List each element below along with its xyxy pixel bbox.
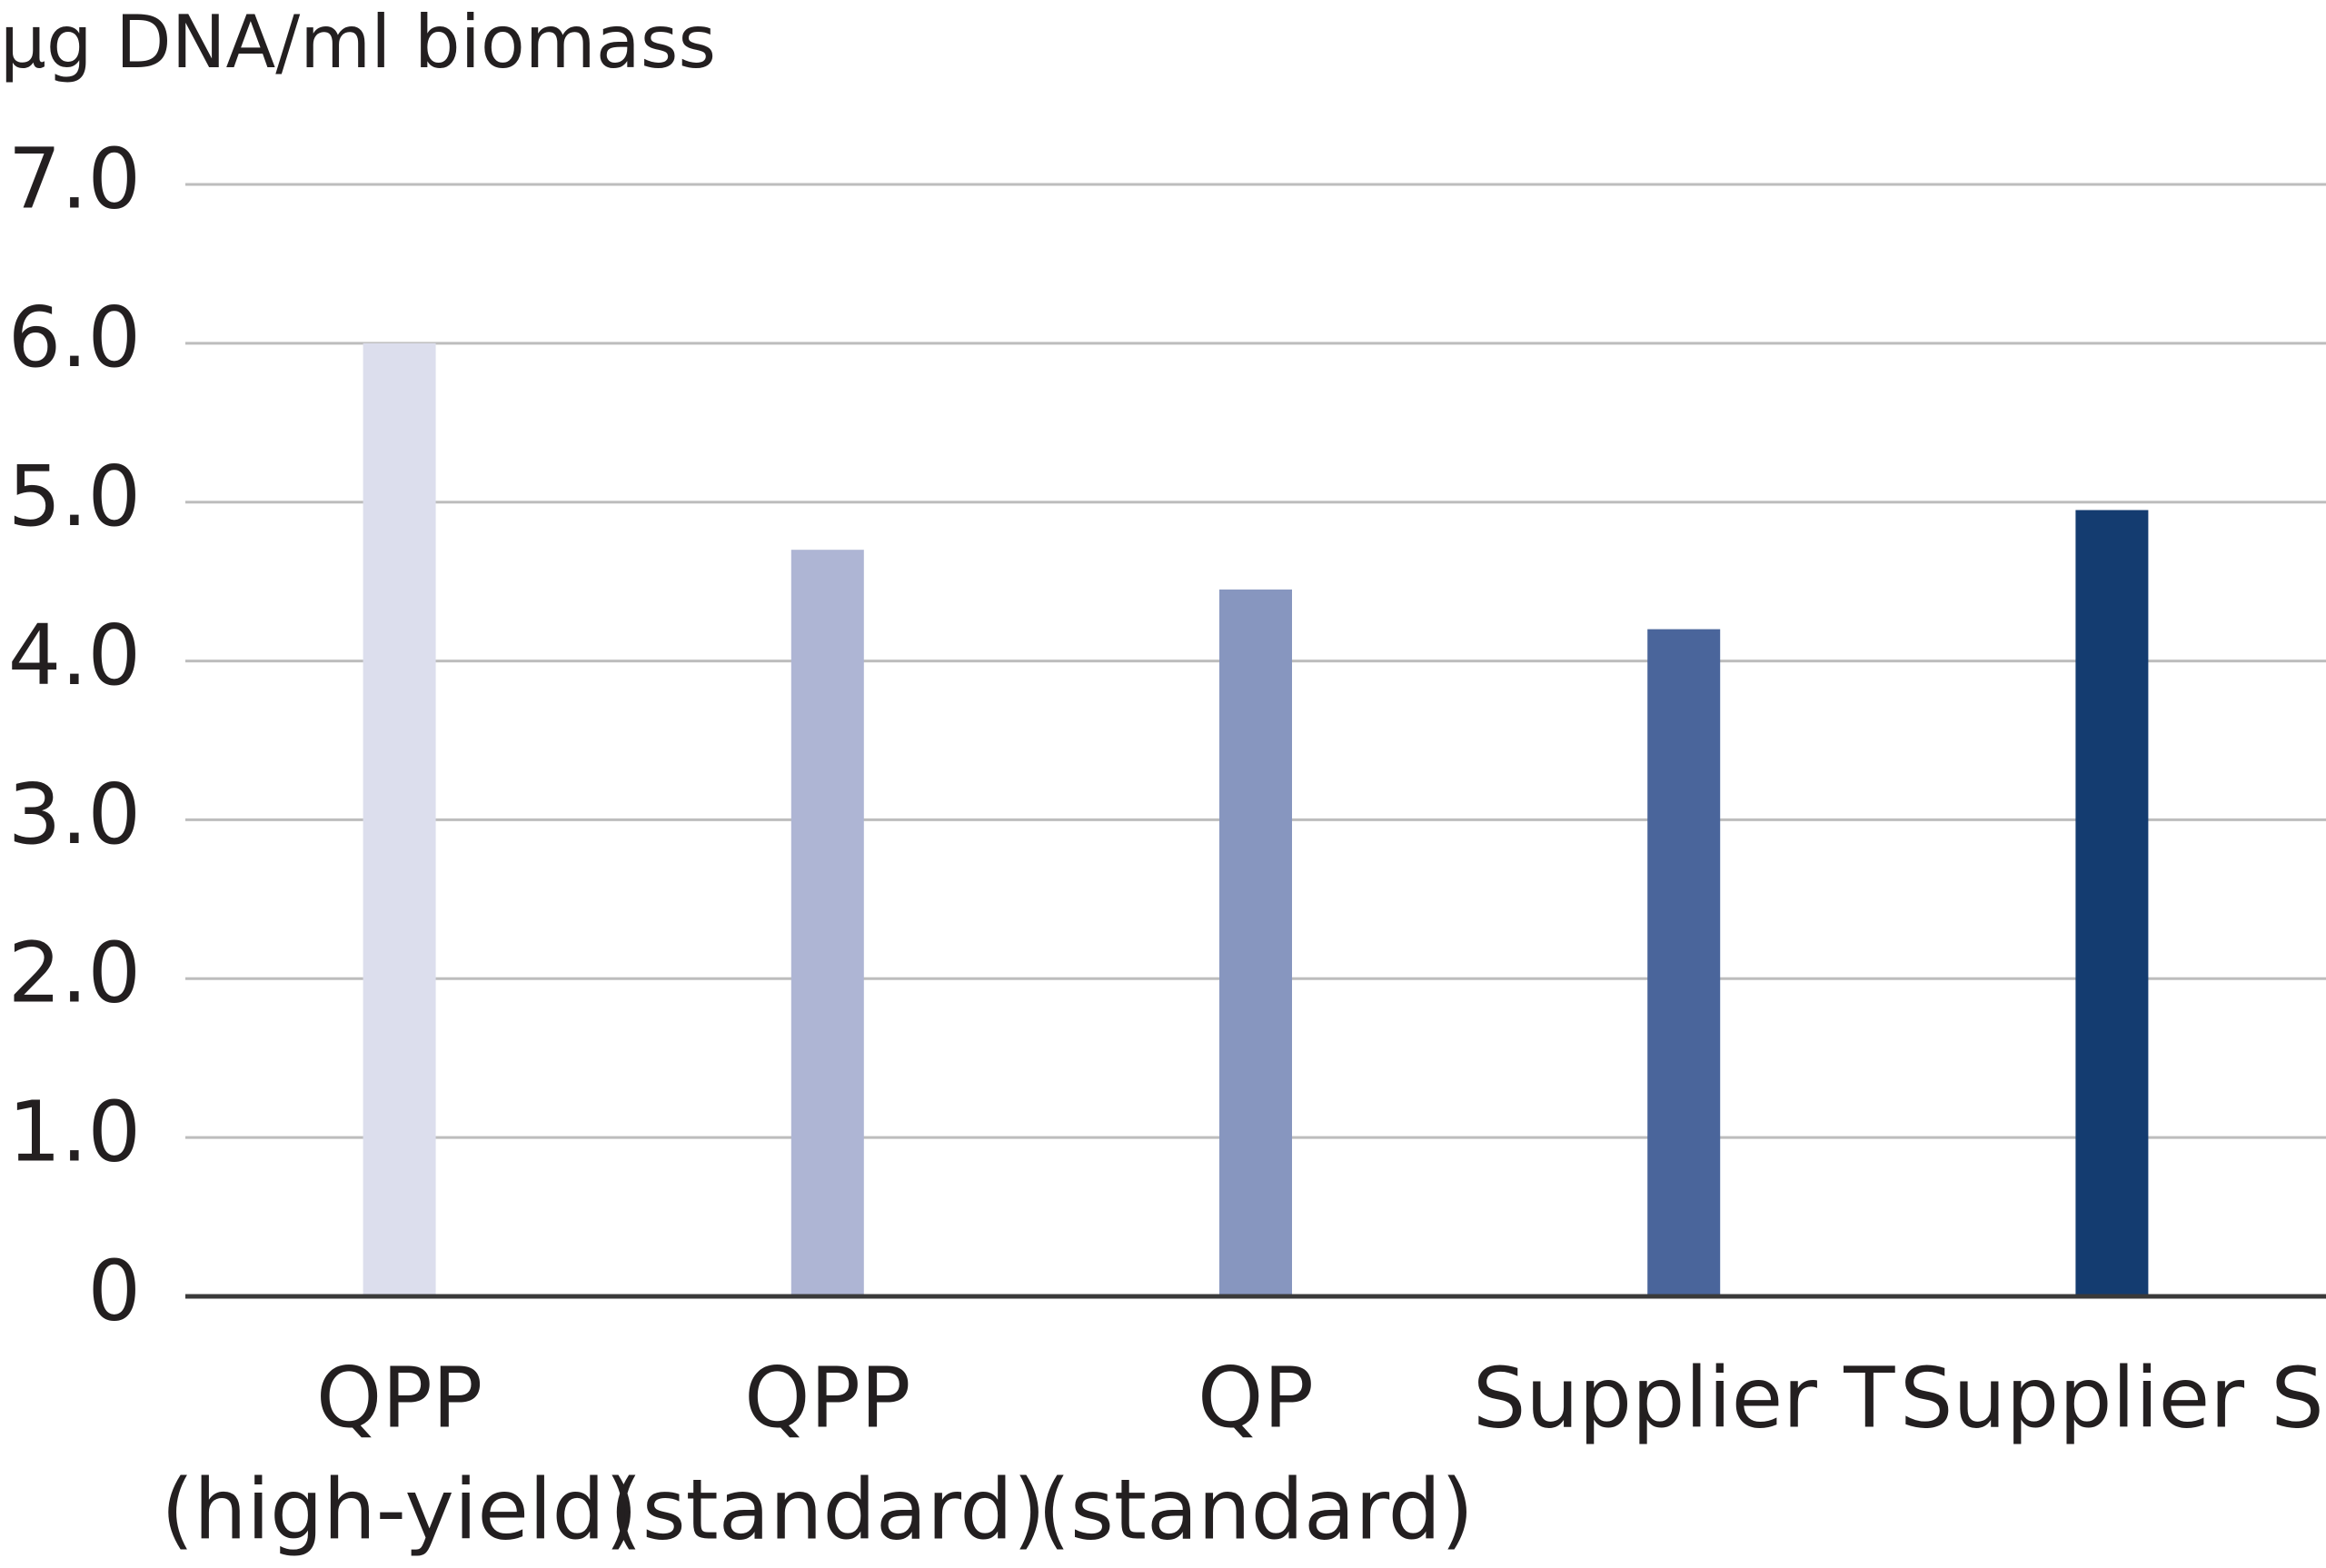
bar: [1219, 589, 1292, 1296]
x-tick-label: Supplier S: [1900, 1349, 2324, 1446]
y-tick-label: 7.0: [8, 130, 141, 227]
x-tick-label: Supplier T: [1473, 1349, 1895, 1446]
bar: [2075, 510, 2149, 1296]
x-tick-label: QPP: [744, 1349, 910, 1446]
bar: [363, 342, 436, 1296]
bar: [790, 550, 864, 1296]
x-tick-label: (standard): [1038, 1461, 1474, 1558]
y-tick-label: 6.0: [8, 289, 141, 386]
y-tick-label: 5.0: [8, 448, 141, 545]
y-tick-label: 4.0: [8, 607, 141, 704]
y-tick-label: 2.0: [8, 925, 141, 1022]
y-tick-label: 1.0: [8, 1084, 141, 1181]
x-tick-label: QP: [1198, 1349, 1314, 1446]
axis-title: µg DNA/ml biomass: [0, 0, 716, 84]
y-tick-label: 0: [87, 1242, 141, 1339]
x-tick-label: (standard): [610, 1461, 1046, 1558]
y-tick-label: 3.0: [8, 766, 141, 863]
x-tick-label: (high-yield): [161, 1461, 638, 1558]
bar: [1647, 629, 1721, 1296]
x-tick-label: QPP: [316, 1349, 482, 1446]
